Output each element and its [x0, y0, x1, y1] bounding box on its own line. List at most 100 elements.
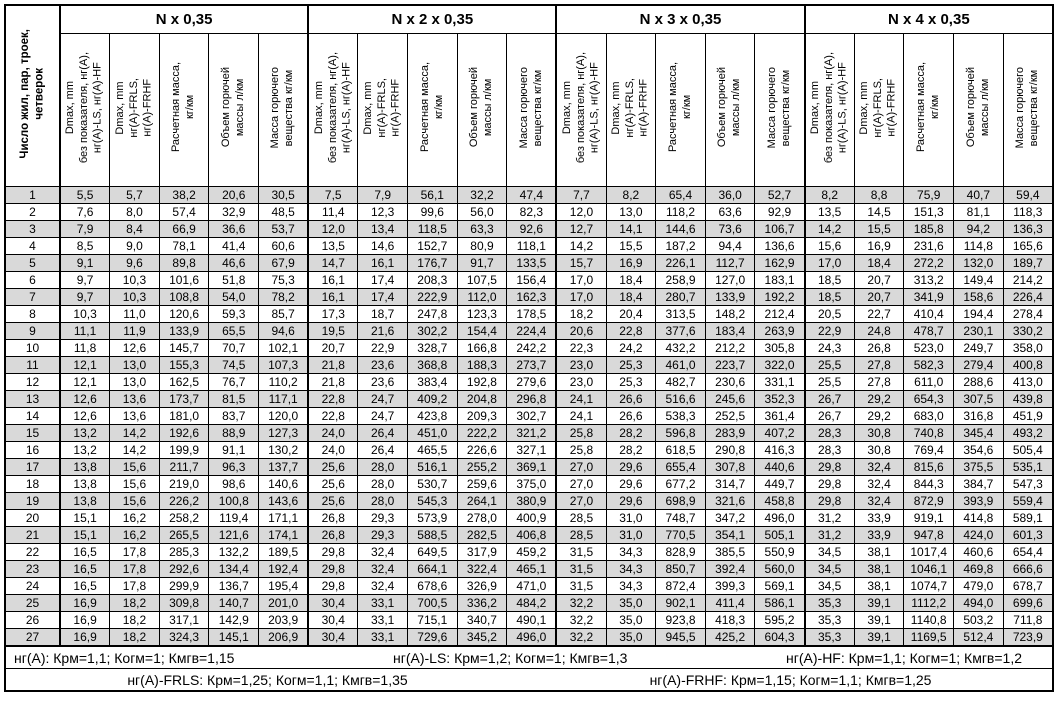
- data-cell: 26,4: [357, 424, 408, 442]
- data-cell: 331,1: [754, 373, 806, 391]
- data-cell: 118,5: [406, 220, 458, 238]
- data-cell: 16,2: [109, 526, 160, 544]
- data-cell: 8,2: [803, 186, 855, 204]
- data-cell: 31,5: [555, 543, 607, 561]
- data-cell: 32,2: [555, 628, 607, 647]
- data-cell: 273,7: [506, 356, 557, 374]
- data-cell: 136,3: [1002, 220, 1054, 238]
- data-cell: 127,3: [258, 424, 309, 442]
- data-cell: 425,2: [704, 628, 756, 647]
- data-cell: 30,8: [853, 441, 905, 459]
- data-cell: 31,0: [605, 509, 657, 527]
- data-cell: 872,9: [903, 492, 955, 510]
- data-cell: 32,9: [208, 203, 260, 221]
- data-cell: 411,4: [704, 594, 756, 612]
- row-number-cell: 23: [4, 560, 61, 578]
- data-cell: 101,6: [158, 271, 210, 289]
- data-cell: 102,1: [258, 339, 309, 357]
- row-number-cell: 9: [4, 322, 61, 340]
- column-header-label: Dmax, mm нг(А)-FRLS, нг(А)-FRHF: [858, 77, 898, 138]
- row-number-cell: 11: [4, 356, 61, 374]
- row-number-cell: 20: [4, 509, 61, 527]
- data-cell: 322,4: [456, 560, 508, 578]
- column-header-label: Расчетная масса, кг/км: [914, 62, 941, 153]
- data-cell: 13,8: [59, 492, 111, 510]
- row-number-cell: 24: [4, 577, 61, 595]
- data-cell: 383,4: [406, 373, 458, 391]
- data-cell: 283,9: [704, 424, 756, 442]
- data-cell: 654,3: [903, 390, 955, 408]
- column-header: Dmax, mm нг(А)-FRLS, нг(А)-FRHF: [605, 33, 657, 187]
- column-header: Объем горючей массы л/км: [704, 33, 756, 187]
- data-cell: 482,7: [655, 373, 706, 391]
- table-row: 27 16,9 18,2 324,3 145,1 206,9 30,4 33,1 729,6 34…: [4, 628, 1054, 647]
- row-number-cell: 27: [4, 628, 61, 647]
- data-cell: 92,9: [754, 203, 806, 221]
- data-cell: 478,7: [903, 322, 955, 340]
- data-cell: 222,9: [406, 288, 458, 306]
- data-cell: 369,1: [506, 458, 557, 476]
- data-cell: 493,2: [1002, 424, 1054, 442]
- data-cell: 25,3: [605, 356, 657, 374]
- data-cell: 1074,7: [903, 577, 955, 595]
- data-cell: 314,7: [704, 475, 756, 493]
- data-cell: 302,7: [506, 407, 557, 425]
- data-cell: 523,0: [903, 339, 955, 357]
- data-cell: 231,6: [903, 237, 955, 255]
- data-cell: 279,6: [506, 373, 557, 391]
- data-cell: 34,5: [803, 543, 855, 561]
- data-cell: 439,8: [1002, 390, 1054, 408]
- data-cell: 16,2: [109, 509, 160, 527]
- data-cell: 296,8: [506, 390, 557, 408]
- data-cell: 341,9: [903, 288, 955, 306]
- data-cell: 21,6: [357, 322, 408, 340]
- data-cell: 263,9: [754, 322, 806, 340]
- data-cell: 15,6: [109, 475, 160, 493]
- data-cell: 1169,5: [903, 628, 955, 647]
- data-cell: 16,9: [59, 594, 111, 612]
- data-cell: 469,8: [953, 560, 1004, 578]
- data-cell: 618,5: [655, 441, 706, 459]
- column-header: Dmax, mm нг(А)-FRLS, нг(А)-FRHF: [853, 33, 905, 187]
- data-cell: 828,9: [655, 543, 706, 561]
- table-row: 11 12,1 13,0 155,3 74,5 107,3 21,8 23,6 368,8 188…: [4, 356, 1054, 374]
- data-cell: 8,8: [853, 186, 905, 204]
- footnote-nga-ls: нг(А)-LS: Крм=1,2; Когм=1; Кмгв=1,3: [393, 649, 628, 666]
- data-cell: 17,4: [357, 288, 408, 306]
- column-header: Объем горючей массы л/км: [208, 33, 260, 187]
- data-cell: 26,4: [357, 441, 408, 459]
- data-cell: 7,6: [59, 203, 111, 221]
- data-cell: 91,1: [208, 441, 260, 459]
- data-cell: 151,3: [903, 203, 955, 221]
- table-body: 1 5,5 5,7 38,2 20,6 30,5 7,5 7,9 56,1 32,2 47,4 7,7…: [4, 186, 1054, 647]
- table-row: 20 15,1 16,2 258,2 119,4 171,1 26,8 29,3 573,9 27…: [4, 509, 1054, 527]
- data-cell: 278,0: [456, 509, 508, 527]
- data-cell: 13,0: [109, 356, 160, 374]
- data-cell: 35,3: [803, 611, 855, 629]
- data-cell: 78,2: [258, 288, 309, 306]
- data-cell: 18,4: [853, 254, 905, 272]
- data-cell: 123,3: [456, 305, 508, 323]
- group-title-row: Число жил, пар, троек, четверок N x 0,35…: [4, 4, 1054, 187]
- data-cell: 698,9: [655, 492, 706, 510]
- footnote-nga-hf: нг(А)-HF: Крм=1,1; Когм=1; Кмгв=1,2: [786, 649, 1022, 666]
- data-cell: 27,0: [555, 475, 607, 493]
- data-cell: 28,0: [357, 458, 408, 476]
- data-cell: 13,0: [605, 203, 657, 221]
- column-header: Dmax, mm без показателя, нг(А), нг(А)-LS…: [59, 33, 111, 187]
- data-cell: 5,7: [109, 186, 160, 204]
- column-header: Dmax, mm без показателя, нг(А), нг(А)-LS…: [307, 33, 359, 187]
- data-cell: 28,2: [605, 424, 657, 442]
- row-number-cell: 7: [4, 288, 61, 306]
- data-cell: 29,2: [853, 390, 905, 408]
- data-cell: 214,2: [1002, 271, 1054, 289]
- data-cell: 52,7: [754, 186, 806, 204]
- data-cell: 400,9: [506, 509, 557, 527]
- data-cell: 664,1: [406, 560, 458, 578]
- data-cell: 192,6: [158, 424, 210, 442]
- row-number-cell: 16: [4, 441, 61, 459]
- data-cell: 13,4: [357, 220, 408, 238]
- data-cell: 278,4: [1002, 305, 1054, 323]
- data-cell: 711,8: [1002, 611, 1054, 629]
- data-cell: 9,7: [59, 288, 111, 306]
